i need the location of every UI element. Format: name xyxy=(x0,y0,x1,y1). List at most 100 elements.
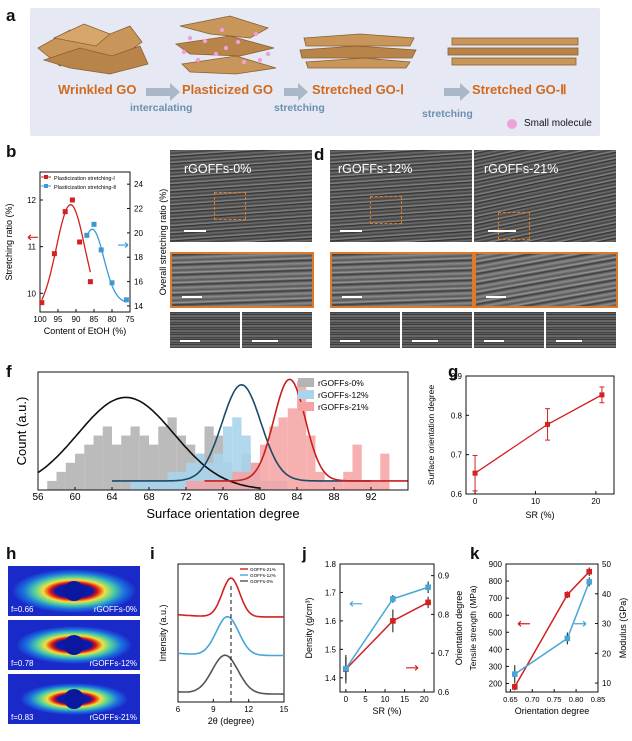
hist-bar-rGOFFs-21% xyxy=(380,453,390,490)
hist-bar-rGOFFs-0% xyxy=(167,417,177,490)
hist-bar-rGOFFs-21% xyxy=(186,480,196,490)
sem-image-main: rGOFFs-21% xyxy=(474,150,616,242)
x-tick-label: 84 xyxy=(291,492,303,503)
small-molecule-legend: Small molecule xyxy=(524,118,592,129)
gaussian-fit-3 xyxy=(204,378,408,482)
hist-bar-rGOFFs-0% xyxy=(65,462,75,490)
y-tick-label: 12 xyxy=(27,196,36,205)
zoom-region-box xyxy=(214,192,246,220)
hist-bar-rGOFFs-12% xyxy=(139,480,149,490)
gaussian-fit-1 xyxy=(37,396,261,489)
orientation-factor: f=0.83 xyxy=(11,713,34,722)
hist-bar-rGOFFs-0% xyxy=(112,444,122,490)
legend-label: Plasticization stretching-Ⅱ xyxy=(54,185,116,191)
chart-f-orientation-histogram: 56 60 64 68 72 76 80 84 88 92 Surface orientation … xyxy=(14,371,409,521)
panel-label-k: k xyxy=(470,544,480,563)
data-point xyxy=(39,300,45,306)
saxs-pattern: f=0.83 rGOFFs-21% xyxy=(8,674,140,724)
scale-bar xyxy=(486,296,506,298)
axis-label: Surface orientation degree xyxy=(426,385,436,485)
x-tick-label: 80 xyxy=(108,315,117,324)
sem-image-main: rGOFFs-0% xyxy=(170,150,312,242)
panel-a-banner: Wrinkled GO Plasticized GO Stretched GO-… xyxy=(30,8,600,136)
stretched-go-1-illustration xyxy=(299,33,417,69)
process-intercalating: intercalating xyxy=(130,102,193,114)
hist-bar-rGOFFs-0% xyxy=(102,426,112,490)
data-point xyxy=(586,579,593,585)
orientation-factor: f=0.66 xyxy=(11,605,34,614)
plot-frame xyxy=(177,563,285,703)
legend-swatch xyxy=(298,390,314,399)
process-stretching-2: stretching xyxy=(422,108,473,120)
hist-bar-rGOFFs-21% xyxy=(250,462,260,490)
hist-bar-rGOFFs-12% xyxy=(241,435,251,490)
chart-b-stretching-ratio: 100 95 90 85 80 75 10 11 12 14 16 18 20 22 24 Content o… xyxy=(4,171,168,336)
sem-cross-section xyxy=(242,312,312,348)
hist-bar-rGOFFs-21% xyxy=(361,480,371,490)
data-point xyxy=(109,280,115,286)
legend-label: rGOFFs-0% xyxy=(318,378,364,388)
series-line xyxy=(474,394,603,474)
hist-bar-rGOFFs-0% xyxy=(121,435,131,490)
x-tick-label: 10 xyxy=(381,695,390,704)
axis-label: Overall stretching ratio (%) xyxy=(158,189,168,296)
panel-label-j: j xyxy=(302,544,307,563)
left-axis-arrow xyxy=(349,600,362,607)
y-tick-label: 1.6 xyxy=(325,617,337,626)
x-tick-label: 56 xyxy=(32,492,44,503)
data-point xyxy=(564,591,571,598)
y-tick-label: 40 xyxy=(602,590,611,599)
panel-label-b: b xyxy=(6,142,17,161)
y-tick-label: 50 xyxy=(602,560,611,569)
y-tick-label: 1.7 xyxy=(325,588,337,597)
x-tick-label: 85 xyxy=(90,315,99,324)
hist-bar-rGOFFs-12% xyxy=(204,462,214,490)
scale-bar xyxy=(488,230,516,232)
saxs-pattern: f=0.78 rGOFFs-12% xyxy=(8,620,140,670)
y-tick-label: 0.8 xyxy=(451,411,463,420)
orientation-factor: f=0.78 xyxy=(11,659,34,668)
hist-bar-rGOFFs-21% xyxy=(371,480,381,490)
gaussian-fit-2 xyxy=(112,383,371,482)
y-tick-label: 20 xyxy=(134,229,143,238)
left-axis-arrow xyxy=(27,234,38,241)
y-tick-label: 0.7 xyxy=(451,451,463,460)
x-tick-label: 64 xyxy=(106,492,118,503)
panel-label-h: h xyxy=(6,544,17,563)
axis-label: Intensity (a.u.) xyxy=(158,604,168,661)
x-tick-label: 80 xyxy=(254,492,266,503)
y-tick-label: 1.4 xyxy=(325,674,337,683)
sem-cross-section xyxy=(402,312,472,348)
x-tick-label: 9 xyxy=(211,705,216,714)
hist-bar-rGOFFs-12% xyxy=(158,480,168,490)
chart-g-surface-orientation: 0 10 20 0.6 0.7 0.8 0.9 SR (%) Surface orientati… xyxy=(426,372,615,520)
y-tick-label: 700 xyxy=(489,594,503,603)
hist-bar-rGOFFs-0% xyxy=(139,435,149,490)
y-tick-label: 10 xyxy=(602,679,611,688)
y-tick-label: 0.8 xyxy=(438,610,450,619)
zoom-region-box xyxy=(498,212,530,240)
hist-bar-rGOFFs-0% xyxy=(176,435,186,490)
hist-bar-rGOFFs-21% xyxy=(260,444,270,490)
sem-cross-section xyxy=(546,312,616,348)
x-tick-label: 0.70 xyxy=(525,695,540,704)
chart-k-mechanical: 0.65 0.70 0.75 0.80 0.85 200 300 400 500 600 700 80… xyxy=(468,560,628,716)
hist-bar-rGOFFs-12% xyxy=(213,453,223,490)
x-tick-label: 0.75 xyxy=(547,695,562,704)
series-line-1 xyxy=(345,601,429,670)
data-point xyxy=(586,568,593,575)
scale-bar xyxy=(340,230,362,232)
hist-bar-rGOFFs-21% xyxy=(195,480,205,490)
hist-bar-rGOFFs-21% xyxy=(297,381,307,490)
hist-bar-rGOFFs-21% xyxy=(287,408,297,490)
panel-label-i: i xyxy=(150,544,155,563)
y-tick-label: 18 xyxy=(134,253,143,262)
process-arrows xyxy=(146,83,470,101)
small-molecule-legend-icon xyxy=(507,119,517,129)
y-tick-label: 14 xyxy=(134,302,143,311)
x-tick-label: 0.85 xyxy=(591,695,606,704)
xrd-curve-3 xyxy=(177,654,284,695)
beam-stop xyxy=(64,689,84,709)
sem-cross-section xyxy=(170,312,240,348)
legend-label: rGOFFs-12% xyxy=(318,390,369,400)
